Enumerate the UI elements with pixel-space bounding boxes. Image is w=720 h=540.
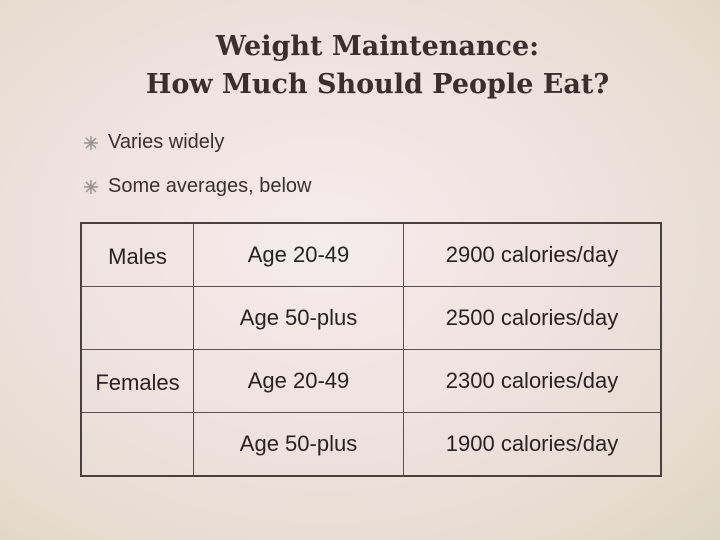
table-row: Females Age 20-49 2300 calories/day	[80, 349, 662, 413]
title-line: Weight Maintenance:	[215, 31, 540, 62]
title-line: How Much Should People Eat?	[145, 69, 610, 100]
table-cell	[80, 286, 194, 350]
table-row: Males Age 20-49 2900 calories/day	[80, 222, 662, 287]
bullet: Some averages, below	[82, 175, 311, 198]
table-cell: Age 50-plus	[193, 412, 404, 477]
table-row: Age 50-plus 2500 calories/day	[80, 286, 662, 350]
table-cell: 1900 calories/day	[403, 412, 662, 477]
bullet-icon	[84, 135, 98, 150]
table-cell: Males	[80, 222, 194, 287]
table-cell	[80, 412, 194, 477]
table-cell: Age 50-plus	[193, 286, 404, 350]
bullet: Varies widely	[82, 131, 224, 154]
table-cell: 2900 calories/day	[403, 222, 662, 287]
bullet-icon	[84, 179, 98, 194]
table-cell: Age 20-49	[193, 349, 404, 413]
table-cell: Females	[80, 349, 194, 413]
table-row: Age 50-plus 1900 calories/day	[80, 412, 662, 477]
bullet-text: Varies widely	[108, 131, 225, 153]
table-cell: 2300 calories/day	[403, 349, 662, 413]
table-cell: 2500 calories/day	[403, 286, 662, 350]
title: Weight Maintenance: How Much Should Peop…	[0, 28, 720, 104]
table-cell: Age 20-49	[193, 222, 404, 287]
bullet-text: Some averages, below	[108, 175, 312, 197]
calorie-table: Males Age 20-49 2900 calories/day Age 50-pl…	[80, 222, 662, 477]
